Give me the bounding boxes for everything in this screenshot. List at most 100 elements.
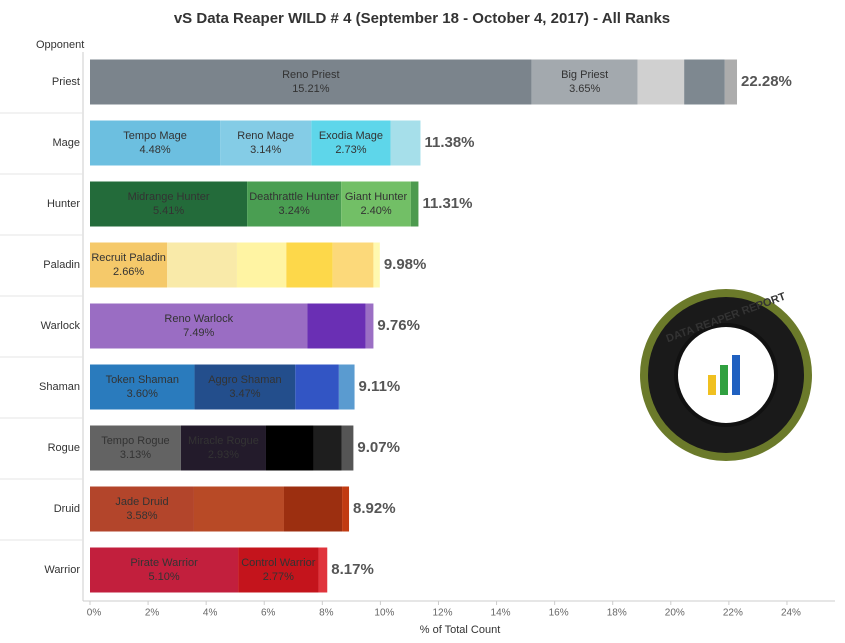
bar-segment xyxy=(194,364,296,410)
bar-segment xyxy=(283,486,343,532)
segment-label: Tempo Mage xyxy=(123,130,187,142)
bar-segment xyxy=(247,181,342,227)
segment-label: Reno Mage xyxy=(237,130,294,142)
segment-value-label: 2.40% xyxy=(360,205,391,217)
total-label: 22.28% xyxy=(741,73,792,90)
segment-label: Recruit Paladin xyxy=(91,252,166,264)
logo: DATA REAPER REPORT xyxy=(640,289,812,461)
x-tick-label: 12% xyxy=(432,608,452,619)
segment-label: Jade Druid xyxy=(115,496,168,508)
x-tick-label: 10% xyxy=(374,608,394,619)
segment-label: Control Warrior xyxy=(241,557,315,569)
segment-value-label: 4.48% xyxy=(139,144,170,156)
segment-value-label: 2.93% xyxy=(208,449,239,461)
bar-segment xyxy=(90,242,168,288)
segment-value-label: 15.21% xyxy=(292,83,330,95)
category-label: Priest xyxy=(52,76,80,88)
bar-segment xyxy=(167,242,237,288)
bar-segment xyxy=(313,425,342,471)
bar-segment xyxy=(90,364,195,410)
bar-segment xyxy=(341,425,354,471)
bar-segment xyxy=(90,181,248,227)
segment-label: Exodia Mage xyxy=(319,130,383,142)
bar-segment xyxy=(180,425,266,471)
bar-segment xyxy=(342,486,350,532)
bar-segment xyxy=(373,242,380,288)
bar-segment xyxy=(332,242,374,288)
category-label: Rogue xyxy=(48,442,80,454)
chart-title: vS Data Reaper WILD # 4 (September 18 - … xyxy=(174,10,670,27)
bar-segment xyxy=(90,303,308,349)
category-label: Druid xyxy=(54,503,80,515)
segment-label: Reno Warlock xyxy=(164,313,233,325)
segment-label: Tempo Rogue xyxy=(101,435,170,447)
x-tick-label: 16% xyxy=(549,608,569,619)
bar-segment xyxy=(365,303,374,349)
x-tick-label: 20% xyxy=(665,608,685,619)
x-tick-label: 24% xyxy=(781,608,801,619)
total-label: 9.07% xyxy=(357,439,400,456)
total-label: 9.11% xyxy=(359,378,401,395)
bar-segment xyxy=(307,303,366,349)
segment-label: Miracle Rogue xyxy=(188,435,259,447)
bar-segment xyxy=(286,242,333,288)
bar-segment xyxy=(684,59,725,105)
segment-value-label: 2.66% xyxy=(113,266,144,278)
x-tick-label: 14% xyxy=(491,608,511,619)
segment-value-label: 3.47% xyxy=(229,388,260,400)
bar-segment xyxy=(311,120,391,166)
bar-segment xyxy=(90,425,181,471)
bar-segment xyxy=(238,547,319,593)
category-label: Hunter xyxy=(47,198,80,210)
x-tick-label: 22% xyxy=(723,608,743,619)
logo-icon xyxy=(732,355,740,395)
segment-label: Aggro Shaman xyxy=(208,374,281,386)
x-tick-label: 4% xyxy=(203,608,218,619)
y-axis-label: Opponent xyxy=(36,39,84,51)
segment-label: Deathrattle Hunter xyxy=(249,191,339,203)
bar-segment xyxy=(531,59,638,105)
bar-segment xyxy=(724,59,738,105)
logo-icon xyxy=(708,375,716,395)
x-tick-label: 18% xyxy=(607,608,627,619)
total-label: 9.98% xyxy=(384,256,427,273)
x-tick-label: 8% xyxy=(319,608,334,619)
segment-value-label: 3.14% xyxy=(250,144,281,156)
total-label: 8.17% xyxy=(331,561,374,578)
bar-segment xyxy=(338,364,355,410)
bar-segment xyxy=(295,364,339,410)
bar-segment xyxy=(410,181,419,227)
bar-segment xyxy=(318,547,328,593)
x-tick-label: 2% xyxy=(145,608,160,619)
segment-value-label: 3.60% xyxy=(127,388,158,400)
category-label: Mage xyxy=(52,137,80,149)
total-label: 9.76% xyxy=(377,317,420,334)
total-label: 8.92% xyxy=(353,500,396,517)
segment-label: Token Shaman xyxy=(106,374,179,386)
segment-value-label: 2.77% xyxy=(263,571,294,583)
x-tick-label: 6% xyxy=(261,608,276,619)
total-label: 11.31% xyxy=(422,195,472,212)
segment-value-label: 3.13% xyxy=(120,449,151,461)
x-axis-label: % of Total Count xyxy=(420,624,501,636)
bar-segment xyxy=(236,242,287,288)
segment-value-label: 3.58% xyxy=(126,510,157,522)
segment-label: Reno Priest xyxy=(282,69,339,81)
bar-segment xyxy=(341,181,411,227)
category-label: Shaman xyxy=(39,381,80,393)
segment-label: Big Priest xyxy=(561,69,608,81)
bar-segment xyxy=(390,120,421,166)
segment-value-label: 3.65% xyxy=(569,83,600,95)
bar-segment xyxy=(265,425,314,471)
segment-label: Midrange Hunter xyxy=(128,191,210,203)
bar-segment xyxy=(220,120,312,166)
segment-value-label: 7.49% xyxy=(183,327,214,339)
logo-icon xyxy=(720,365,728,395)
segment-value-label: 5.41% xyxy=(153,205,184,217)
segment-value-label: 5.10% xyxy=(148,571,179,583)
bar-segment xyxy=(193,486,284,532)
segment-label: Giant Hunter xyxy=(345,191,408,203)
segment-label: Pirate Warrior xyxy=(130,557,198,569)
total-label: 11.38% xyxy=(424,134,474,151)
